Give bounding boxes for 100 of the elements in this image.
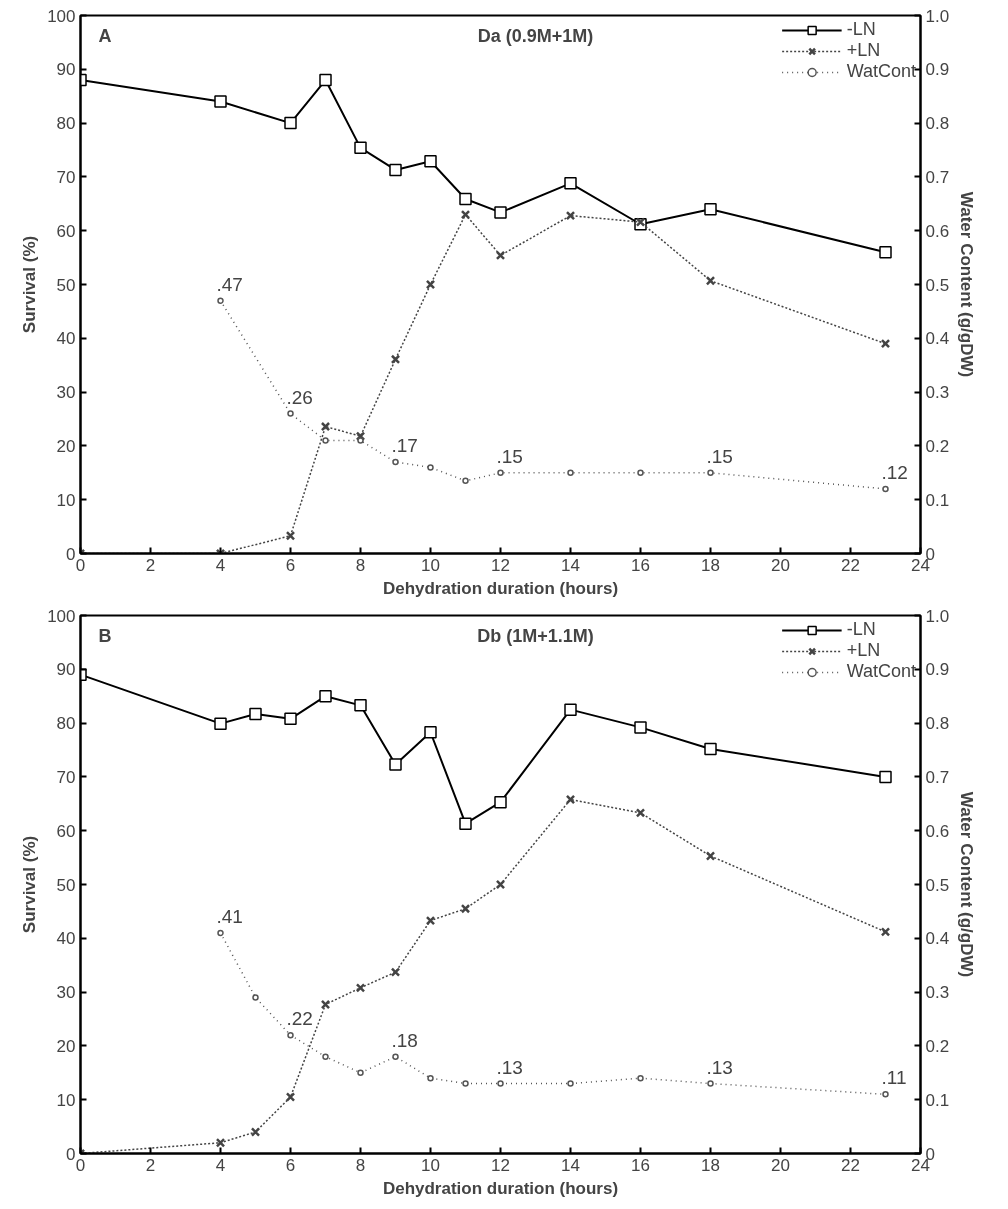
y2-tick-label: 0.1 (925, 490, 950, 510)
point (459, 817, 472, 830)
x-tick-label: 22 (841, 555, 860, 575)
x-tick-label: 6 (285, 1155, 296, 1175)
x-tick-label: 6 (285, 555, 296, 575)
y-tick-label: 100 (47, 6, 76, 26)
point (390, 967, 401, 977)
point (635, 808, 646, 818)
x-tick-label: 8 (355, 555, 366, 575)
y-tick-label: 70 (56, 167, 76, 187)
data-label: .26 (286, 386, 313, 408)
y-tick-label: 60 (56, 821, 76, 841)
point (354, 699, 367, 712)
x-tick-label: 18 (701, 1155, 720, 1175)
data-label: .41 (216, 905, 243, 927)
point (320, 999, 331, 1010)
point (287, 410, 294, 417)
text: Da (0.9M+1M) (477, 25, 594, 46)
annotation: B (98, 625, 112, 646)
point (284, 712, 297, 726)
x-tick-label: 16 (631, 1155, 650, 1175)
legend-label: WatCont (846, 661, 916, 682)
point (707, 1080, 714, 1087)
x-tick-label: 2 (145, 1155, 156, 1175)
point (882, 1091, 889, 1098)
point (707, 469, 714, 477)
x-tick-label: 12 (491, 555, 510, 575)
point (564, 177, 577, 190)
point (494, 795, 507, 809)
y-axis-title: Survival (%) (20, 835, 40, 934)
data-label: .22 (286, 1008, 313, 1030)
point (879, 245, 892, 259)
point (322, 1053, 329, 1060)
point (217, 929, 224, 937)
y2-tick-label: 0.2 (925, 1036, 950, 1056)
point (637, 1074, 644, 1082)
point (355, 431, 366, 441)
point (285, 530, 296, 541)
y-tick-label: 50 (56, 275, 76, 295)
y-tick-label: 40 (56, 929, 76, 949)
point (427, 464, 434, 471)
point (357, 1069, 364, 1077)
y2-axis-title: Water Content (g/gDW) (957, 191, 977, 378)
y2-tick-label: 0.7 (925, 167, 950, 187)
point (287, 1031, 294, 1039)
x-tick-label: 20 (771, 1155, 790, 1175)
point (250, 1127, 261, 1137)
point (249, 707, 262, 721)
point (214, 717, 227, 730)
y2-tick-label: 0.6 (925, 221, 950, 241)
x-axis-title: Dehydration duration (hours) (382, 578, 619, 598)
point (459, 192, 472, 206)
data-label: .15 (706, 445, 733, 467)
legend-label: +LN (846, 640, 881, 661)
data-label: .15 (496, 445, 523, 467)
point (634, 721, 647, 734)
y-tick-label: 80 (56, 114, 76, 134)
data-label: .12 (881, 461, 908, 483)
point (462, 477, 469, 485)
point (565, 794, 576, 805)
x-tick-label: 4 (215, 555, 226, 575)
point (705, 275, 716, 286)
point (495, 879, 506, 890)
x-axis-title: Dehydration duration (hours) (382, 1178, 619, 1198)
point (497, 1080, 504, 1087)
point (319, 689, 332, 703)
x-tick-label: 14 (561, 1155, 580, 1175)
point (495, 250, 506, 261)
y2-tick-label: 0.3 (925, 383, 950, 403)
point (567, 1080, 574, 1087)
y-tick-label: 90 (56, 60, 76, 80)
point (424, 155, 437, 168)
y2-tick-label: 0.4 (925, 329, 950, 349)
y2-tick-label: 0.9 (925, 60, 950, 80)
point (322, 437, 329, 444)
x-tick-label: 12 (491, 1155, 510, 1175)
data-label: .13 (706, 1056, 733, 1078)
point (565, 210, 576, 221)
y2-tick-label: 1.0 (925, 606, 950, 626)
point (497, 469, 504, 477)
x-tick-label: 20 (771, 555, 790, 575)
legend-label: WatCont (846, 61, 916, 82)
point (882, 485, 889, 493)
point (392, 458, 399, 466)
point (637, 469, 644, 477)
y-tick-label: 20 (56, 436, 76, 456)
y2-tick-label: 0.4 (925, 929, 950, 949)
point (354, 141, 367, 155)
y-tick-label: 80 (56, 714, 76, 734)
point (705, 851, 716, 861)
y-tick-label: 10 (56, 1090, 76, 1110)
text: Db (1M+1.1M) (477, 625, 594, 646)
point (217, 297, 224, 304)
point (460, 209, 471, 220)
point (389, 163, 402, 177)
point (214, 95, 227, 108)
y-tick-label: 10 (56, 490, 76, 510)
point (427, 1074, 434, 1082)
point (462, 1080, 469, 1087)
y-tick-label: 40 (56, 329, 76, 349)
